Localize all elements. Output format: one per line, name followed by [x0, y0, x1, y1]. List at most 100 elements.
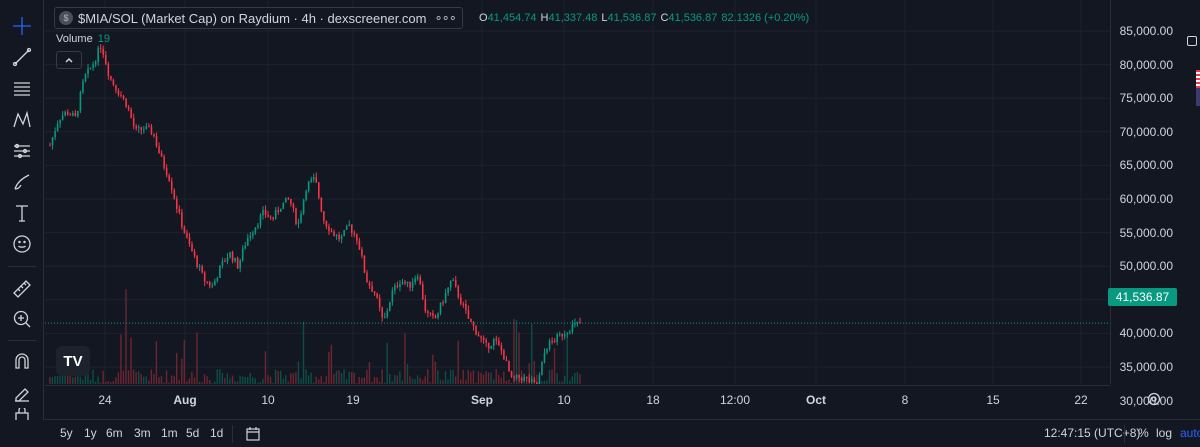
volume-bar: [307, 375, 310, 384]
volume-bar: [117, 372, 120, 384]
time-tick: 24: [98, 393, 112, 407]
volume-bar: [487, 372, 490, 384]
fib-icon[interactable]: [6, 75, 38, 103]
volume-bar: [485, 371, 487, 384]
candle-body: [231, 251, 234, 262]
volume-bar: [548, 369, 551, 384]
zoom-in-icon[interactable]: [6, 305, 38, 333]
price-chart[interactable]: [45, 0, 1110, 384]
collapse-legend-button[interactable]: [56, 51, 82, 69]
candle-body: [345, 225, 348, 230]
volume-bar: [340, 373, 343, 384]
volume-bar: [211, 382, 213, 384]
range-button-1m[interactable]: 1m: [161, 426, 178, 440]
candle-body: [551, 341, 553, 343]
log-toggle[interactable]: log: [1156, 426, 1173, 440]
time-tick: 8: [901, 393, 909, 407]
volume-bar: [66, 372, 69, 384]
volume-bar: [82, 379, 84, 384]
text-icon[interactable]: [6, 199, 38, 227]
candle-body: [282, 202, 285, 210]
candle-body: [305, 191, 307, 200]
volume-bar: [546, 380, 548, 384]
volume-bar: [163, 382, 165, 384]
emoji-icon[interactable]: [6, 230, 38, 258]
range-button-1y[interactable]: 1y: [84, 426, 97, 440]
pattern-icon[interactable]: [6, 106, 38, 134]
volume-bar: [492, 379, 495, 384]
range-button-3m[interactable]: 3m: [134, 426, 151, 440]
candle-body: [546, 348, 548, 353]
range-button-1d[interactable]: 1d: [210, 426, 224, 440]
candle-body: [130, 109, 132, 118]
price-axis[interactable]: 85,000.00 80,000.00 75,000.00 70,000.00 65,0…: [1110, 0, 1185, 408]
volume-bar: [525, 381, 528, 384]
brush-icon[interactable]: [6, 168, 38, 196]
volume-bar: [513, 319, 515, 384]
candle-body: [541, 362, 543, 376]
lock-draw-icon[interactable]: [6, 378, 38, 406]
symbol-legend[interactable]: $ $MIA/SOL (Market Cap) on Raydium · 4h …: [54, 7, 463, 29]
volume-bar: [541, 380, 543, 384]
candle-body: [389, 302, 391, 311]
magnet-icon[interactable]: [6, 347, 38, 375]
more-options-icon[interactable]: ∘∘∘: [434, 10, 456, 25]
time-tick: Aug: [173, 393, 197, 407]
candle-body: [508, 360, 510, 372]
range-button-5d[interactable]: 5d: [186, 426, 200, 440]
candle-body: [495, 339, 498, 341]
candle-body: [378, 297, 381, 308]
volume-bar: [510, 382, 513, 384]
candle-body: [112, 79, 115, 85]
volume-bar: [51, 377, 54, 384]
auto-toggle[interactable]: auto: [1180, 426, 1200, 440]
volume-bar: [386, 342, 388, 384]
lock-icon[interactable]: [6, 408, 38, 420]
range-button-5y[interactable]: 5y: [60, 426, 73, 440]
candle-body: [394, 285, 396, 291]
candle-body: [244, 245, 247, 249]
candle-body: [447, 287, 449, 294]
range-button-6m[interactable]: 6m: [106, 426, 123, 440]
candle-body: [246, 237, 249, 246]
candle-body: [366, 272, 368, 283]
volume-bar: [508, 379, 510, 384]
volume-bar: [503, 371, 505, 384]
volume-bar: [135, 371, 137, 384]
volume-bar: [558, 381, 561, 384]
percent-toggle[interactable]: %: [1138, 426, 1149, 440]
candle-body: [127, 106, 130, 110]
volume-bar: [490, 372, 492, 384]
volume-bar: [226, 373, 229, 384]
volume-bar: [231, 375, 234, 384]
volume-bar: [480, 372, 482, 384]
volume-bar: [153, 373, 155, 384]
candle-body: [165, 167, 168, 176]
volume-bar: [429, 382, 431, 384]
candle-body: [92, 64, 94, 68]
trend-line-icon[interactable]: [6, 43, 38, 71]
candle-body: [467, 310, 470, 319]
candle-body: [72, 113, 74, 116]
candle-body: [155, 136, 158, 147]
volume-bar: [383, 382, 386, 384]
candle-body: [323, 211, 325, 221]
ruler-icon[interactable]: [6, 275, 38, 303]
volume-bar: [323, 382, 325, 384]
crosshair-icon[interactable]: [6, 12, 38, 40]
settings-icon[interactable]: [1146, 391, 1162, 407]
volume-bar: [249, 372, 251, 384]
volume-bar: [112, 381, 114, 384]
volume-bar: [262, 378, 264, 384]
date-range-icon[interactable]: [244, 425, 262, 443]
volume-bar: [482, 374, 485, 384]
expand-panel-icon[interactable]: [1187, 36, 1197, 46]
current-price-label: 41,536.87: [1108, 288, 1177, 306]
candle-body: [297, 222, 300, 224]
time-axis[interactable]: 24 Aug 10 19 Sep 10 18 12:00 Oct 8 15 22: [45, 385, 1110, 413]
volume-bar: [576, 371, 579, 384]
candle-body: [175, 198, 178, 209]
clock-timezone[interactable]: 12:47:15 (UTC+8): [1044, 426, 1141, 440]
prediction-icon[interactable]: [6, 137, 38, 165]
volume-bar: [345, 379, 348, 384]
